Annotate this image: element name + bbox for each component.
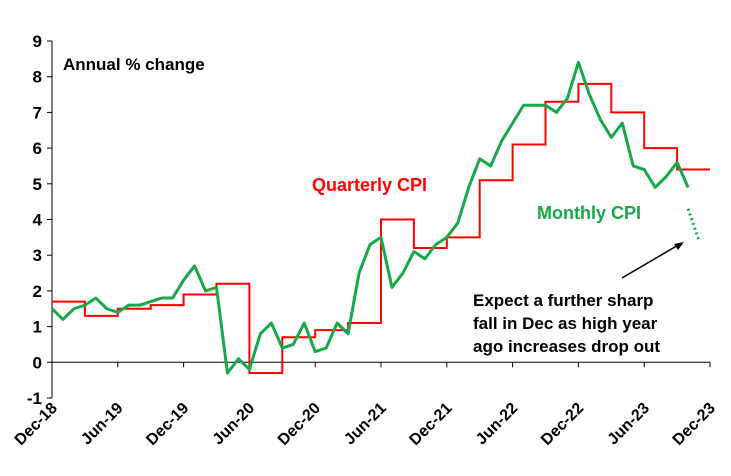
- y-tick-label: 0: [33, 353, 42, 372]
- x-tick-label: Jun-22: [473, 400, 522, 449]
- x-tick-label: Jun-19: [78, 400, 127, 449]
- y-axis-label: Annual % change: [63, 55, 205, 74]
- x-tick-label: Dec-21: [406, 400, 455, 449]
- note-arrowhead: [674, 242, 684, 250]
- x-tick-label: Dec-22: [538, 400, 587, 449]
- note-arrow: [621, 243, 681, 279]
- y-axis: -1 0 1 2 3 4 5 6 7 8 9: [27, 32, 53, 408]
- x-axis: Dec-18 Jun-19 Dec-19 Jun-20 Dec-20 Jun-21 Dec-…: [12, 361, 719, 449]
- x-tick-label: Jun-21: [341, 400, 390, 449]
- y-tick-label: 5: [33, 175, 42, 194]
- note-line-2: fall in Dec as high year: [473, 314, 658, 333]
- y-tick-label: 7: [33, 103, 42, 122]
- quarterly-cpi-line: [52, 82, 710, 375]
- y-tick-label: 6: [33, 139, 42, 158]
- x-tick-label: Dec-19: [143, 400, 192, 449]
- y-tick-label: 3: [33, 246, 42, 265]
- monthly-cpi-line: [50, 60, 690, 375]
- monthly-cpi-label: Monthly CPI: [537, 203, 641, 223]
- quarterly-cpi-label: Quarterly CPI: [312, 175, 427, 195]
- x-tick-label: Jun-23: [605, 400, 654, 449]
- note-line-1: Expect a further sharp: [473, 291, 653, 310]
- x-tick-label: Dec-20: [275, 400, 324, 449]
- x-tick-label: Dec-23: [670, 400, 719, 449]
- y-tick-label: -1: [27, 389, 42, 408]
- y-tick-label: 9: [33, 32, 42, 51]
- y-tick-label: 2: [33, 282, 42, 301]
- note-line-3: ago increases drop out: [473, 337, 660, 356]
- y-tick-label: 8: [33, 68, 42, 87]
- monthly-cpi-projection: [686, 208, 701, 242]
- y-tick-label: 4: [33, 211, 43, 230]
- x-tick-label: Jun-20: [210, 400, 259, 449]
- y-tick-label: 1: [33, 318, 42, 337]
- plot-area: [50, 60, 710, 375]
